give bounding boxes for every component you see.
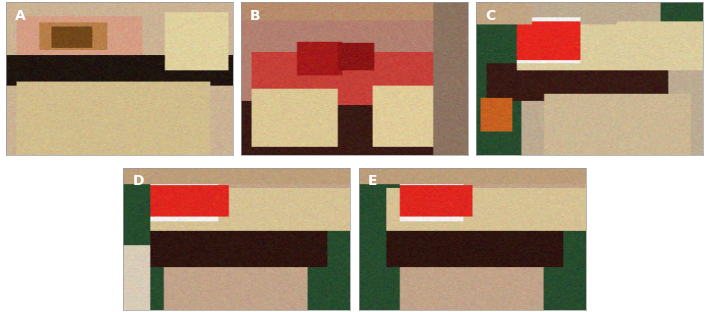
Text: C: C (486, 9, 496, 22)
Text: B: B (250, 9, 261, 22)
Text: A: A (15, 9, 26, 22)
Text: E: E (368, 173, 377, 188)
Text: D: D (133, 173, 144, 188)
